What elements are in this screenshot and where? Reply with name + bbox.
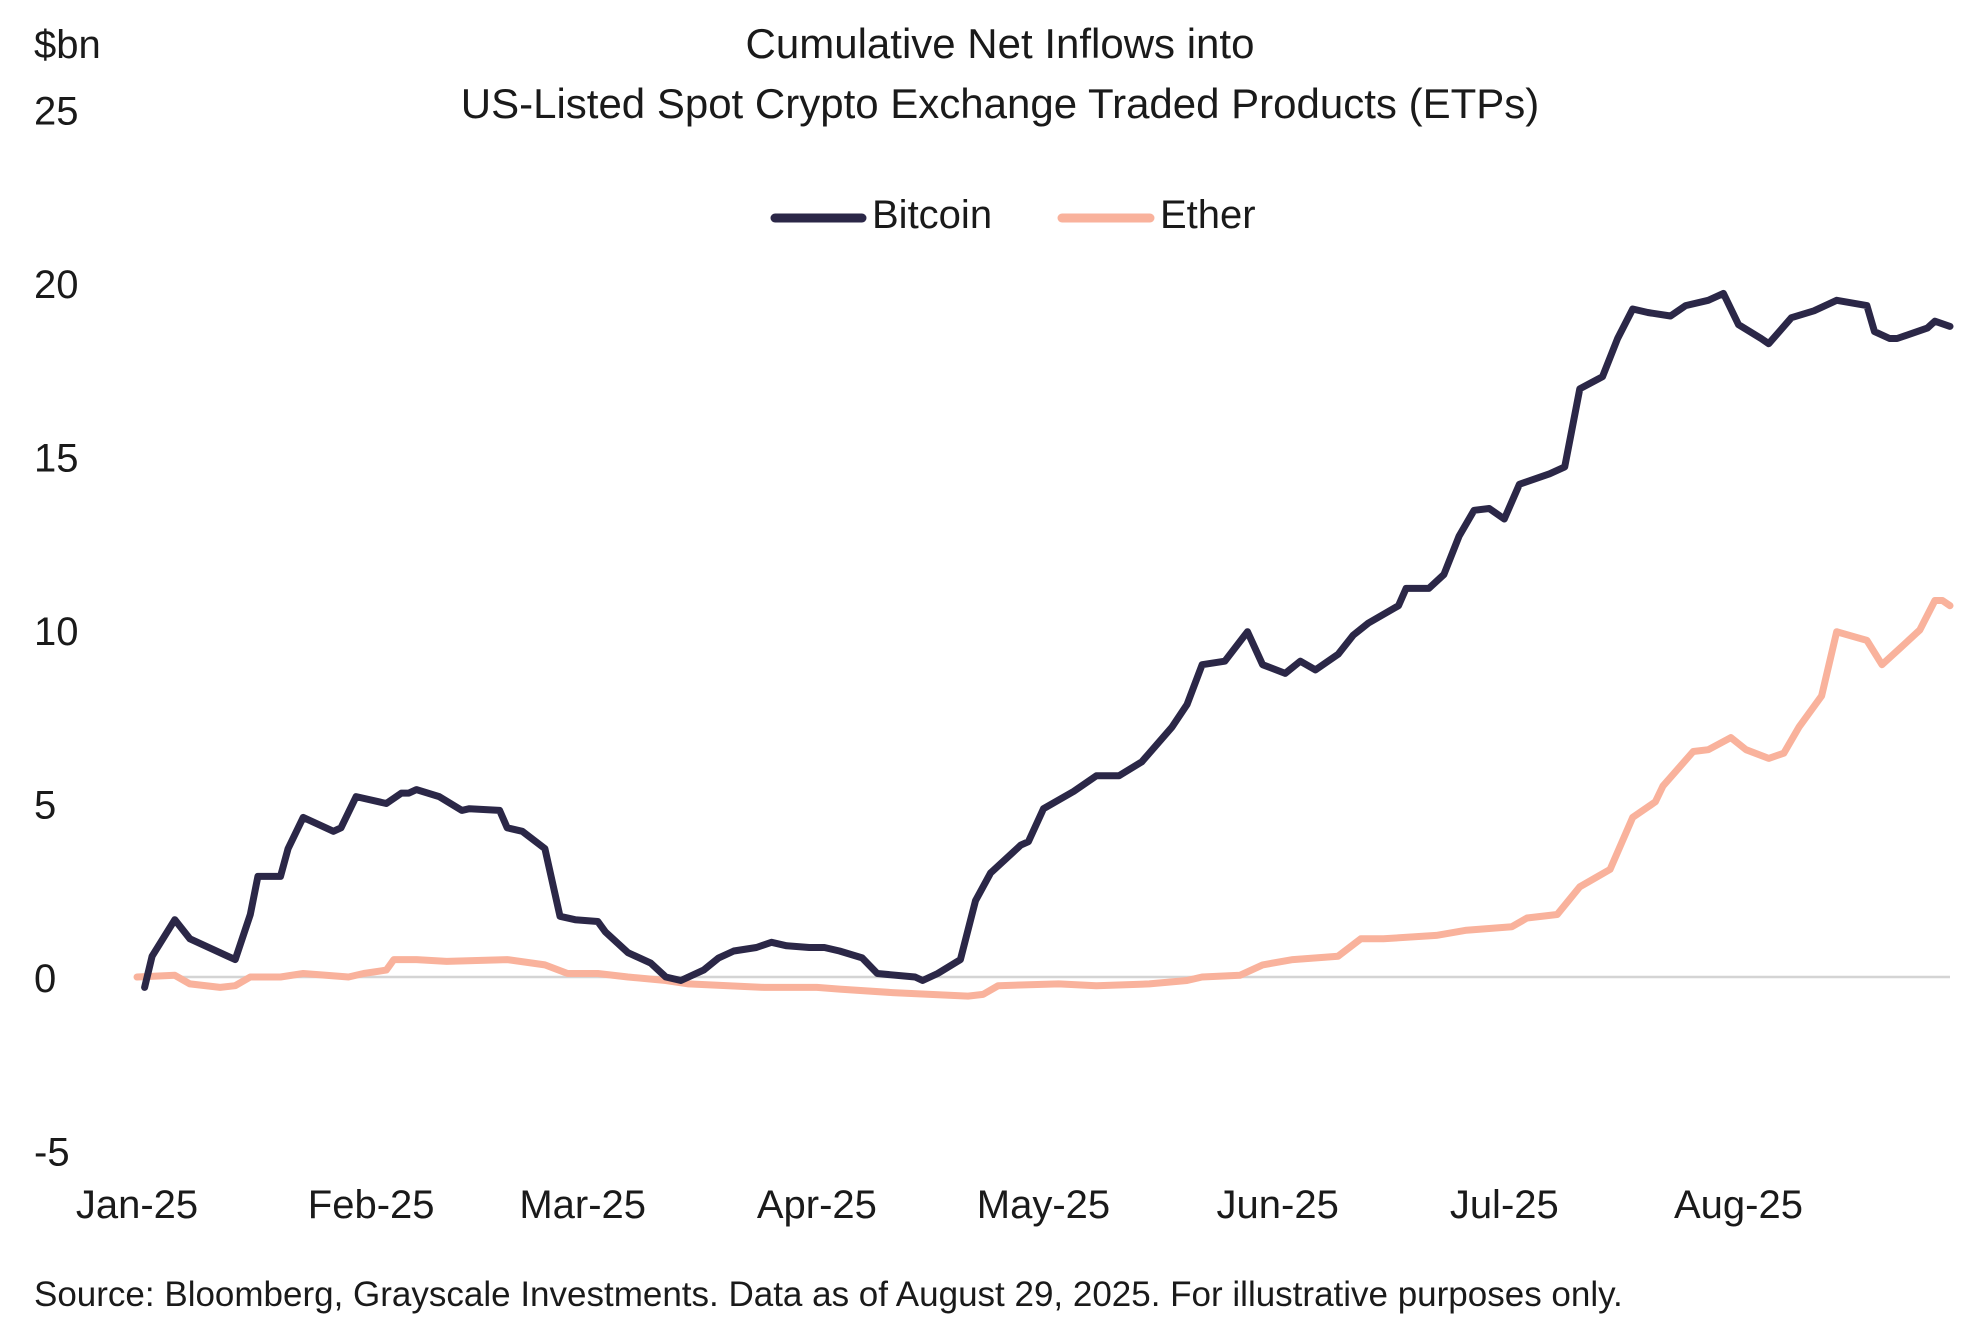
x-tick-label: Aug-25 xyxy=(1674,1183,1803,1227)
x-tick-label: Feb-25 xyxy=(308,1183,435,1227)
y-tick-label: 25 xyxy=(34,90,79,134)
y-tick-label: -5 xyxy=(34,1131,70,1175)
x-tick-label: Jun-25 xyxy=(1217,1183,1339,1227)
chart-subtitle: US-Listed Spot Crypto Exchange Traded Pr… xyxy=(461,80,1540,127)
source-note: Source: Bloomberg, Grayscale Investments… xyxy=(34,1275,1623,1314)
series-line-ether xyxy=(133,597,1954,1000)
y-tick-label: 0 xyxy=(34,957,56,1001)
y-tick-label: 5 xyxy=(34,784,56,828)
series-line-bitcoin xyxy=(141,289,1954,991)
legend-label-bitcoin: Bitcoin xyxy=(872,193,992,237)
series-lines xyxy=(133,289,1954,1000)
y-tick-label: 15 xyxy=(34,437,79,481)
chart-title: Cumulative Net Inflows into xyxy=(746,20,1255,67)
legend-label-ether: Ether xyxy=(1160,193,1256,237)
x-tick-label: Jul-25 xyxy=(1450,1183,1559,1227)
x-tick-label: Mar-25 xyxy=(519,1183,646,1227)
y-tick-label: 20 xyxy=(34,263,79,307)
x-tick-label: Apr-25 xyxy=(757,1183,877,1227)
y-axis-unit-label: $bn xyxy=(34,23,101,67)
x-tick-label: Jan-25 xyxy=(76,1183,198,1227)
y-tick-label: 10 xyxy=(34,610,79,654)
x-axis: Jan-25 Feb-25 Mar-25 Apr-25 May-25 Jun-25 Jul-… xyxy=(76,1183,1803,1227)
x-tick-label: May-25 xyxy=(977,1183,1110,1227)
legend: Bitcoin Ether xyxy=(770,193,1256,237)
y-axis: 25 20 15 10 5 0 -5 xyxy=(34,90,79,1175)
